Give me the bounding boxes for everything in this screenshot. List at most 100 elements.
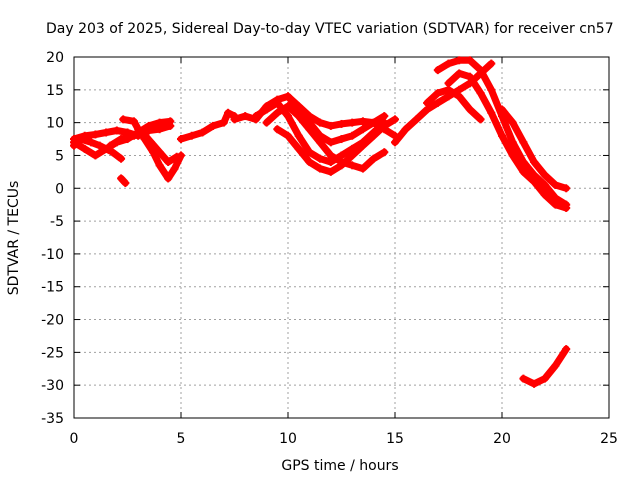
data-point (358, 141, 367, 150)
y-axis-label: SDTVAR / TECUs (6, 181, 22, 296)
data-point (198, 128, 207, 137)
data-point (519, 167, 528, 176)
y-tick-label: -35 (41, 411, 64, 427)
data-point (284, 92, 292, 101)
data-point (433, 89, 442, 98)
series-line (70, 135, 125, 163)
data-point (380, 125, 389, 134)
data-point (166, 117, 175, 126)
data-point (562, 345, 571, 354)
data-point (412, 115, 421, 124)
data-point (358, 117, 367, 126)
data-point (294, 102, 303, 111)
data-point (284, 112, 292, 121)
data-point (476, 115, 485, 124)
data-point (119, 115, 128, 124)
x-tick-label: 25 (600, 431, 618, 447)
data-point (262, 118, 271, 127)
data-point (112, 126, 121, 135)
data-point (433, 98, 442, 107)
series-layer (70, 56, 571, 388)
data-point (551, 361, 560, 370)
data-point (358, 164, 367, 173)
data-point (177, 135, 185, 144)
data-point (294, 112, 303, 121)
data-point (391, 115, 399, 124)
data-point (455, 69, 464, 78)
series-track-7 (177, 108, 239, 144)
data-point (540, 171, 549, 180)
data-point (487, 59, 496, 68)
data-point (433, 66, 442, 75)
x-tick-label: 5 (177, 431, 186, 447)
data-point (108, 148, 117, 157)
data-point (519, 374, 528, 383)
data-point (369, 154, 378, 163)
y-tick-label: 10 (46, 116, 64, 132)
data-point (530, 379, 539, 388)
series-line (70, 122, 174, 143)
chart-title: Day 203 of 2025, Sidereal Day-to-day VTE… (46, 21, 614, 37)
data-point (80, 144, 89, 153)
data-point (155, 161, 164, 170)
data-point (444, 59, 453, 68)
tick-layer (73, 56, 610, 419)
y-tick-label: -25 (41, 345, 64, 361)
x-tick-label: 15 (386, 431, 404, 447)
series-track-13 (391, 59, 496, 147)
data-point (155, 118, 164, 127)
data-point (273, 108, 282, 117)
data-point (487, 85, 496, 94)
y-tick-label: -10 (41, 247, 64, 263)
data-point (91, 151, 100, 160)
data-point (106, 141, 115, 150)
data-point (465, 56, 474, 65)
y-tick-labels: 20 15 10 5 0 -5 -10 -15 -20 -25 -30 -35 (41, 50, 64, 427)
grid-layer (74, 57, 609, 418)
series-line (263, 102, 388, 173)
data-point (284, 102, 292, 111)
data-point (562, 184, 571, 193)
data-point (294, 144, 303, 153)
data-point (305, 112, 314, 121)
series-line (391, 60, 495, 146)
data-point (117, 154, 126, 163)
data-point (316, 164, 325, 173)
data-point (551, 200, 560, 209)
data-point (305, 158, 314, 167)
y-tick-label: 20 (46, 50, 64, 66)
y-tick-label: 15 (46, 83, 64, 99)
series-track-18 (519, 345, 571, 388)
data-point (170, 164, 179, 173)
data-point (129, 117, 138, 126)
data-point (121, 179, 130, 188)
y-tick-label: -20 (41, 313, 64, 329)
data-point (326, 151, 335, 160)
data-point (540, 374, 549, 383)
x-tick-labels: 0 5 10 15 20 25 (70, 431, 618, 447)
data-point (316, 118, 325, 127)
data-point (155, 148, 164, 157)
data-point (380, 148, 389, 157)
data-point (562, 203, 571, 212)
data-point (95, 141, 104, 150)
data-point (508, 151, 517, 160)
y-tick-label: -30 (41, 378, 64, 394)
data-point (369, 118, 378, 127)
data-point (530, 158, 539, 167)
data-point (164, 158, 173, 167)
data-point (498, 131, 506, 140)
series-track-10 (262, 102, 389, 173)
data-point (273, 98, 282, 107)
data-point (305, 125, 314, 134)
data-point (508, 118, 517, 127)
data-point (117, 135, 126, 144)
series-track-3 (70, 135, 126, 163)
data-point (209, 121, 218, 130)
data-point (262, 105, 271, 114)
data-point (284, 131, 292, 140)
data-point (91, 130, 100, 139)
data-point (326, 138, 335, 147)
data-point (326, 167, 335, 176)
